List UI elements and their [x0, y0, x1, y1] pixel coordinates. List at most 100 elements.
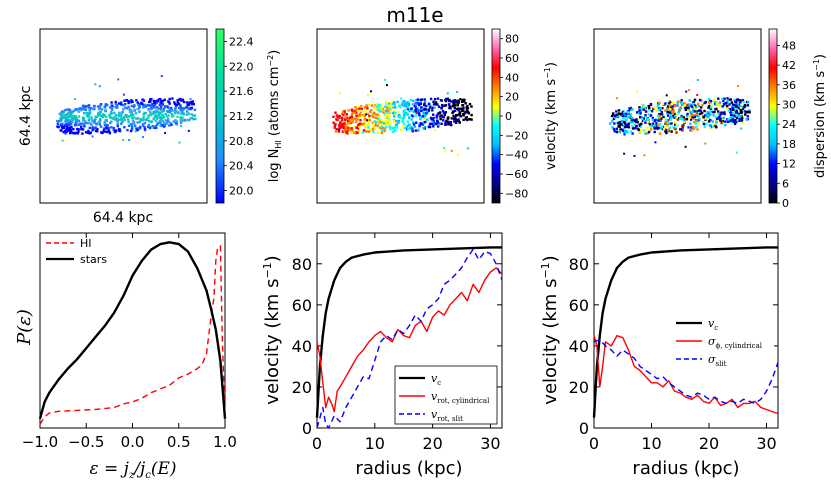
- map-pixel: [93, 119, 96, 122]
- map-pixel: [701, 114, 705, 118]
- map-pixel: [73, 117, 76, 120]
- series-line: [39, 245, 226, 425]
- map-pixel: [351, 111, 354, 114]
- map-pixel: [438, 111, 441, 115]
- map-pixel: [161, 124, 164, 127]
- map-pixel: [427, 109, 431, 112]
- map-pixel: [156, 117, 159, 121]
- map-pixel: [740, 119, 744, 122]
- map-pixel: [620, 123, 623, 126]
- map-pixel: [728, 119, 731, 123]
- map-pixel: [122, 139, 125, 141]
- map-pixel: [174, 111, 177, 115]
- map-pixel: [105, 130, 108, 134]
- map-pixel: [457, 113, 460, 117]
- map-pixel: [454, 117, 457, 121]
- map-pixel: [75, 124, 78, 127]
- map-pixel: [74, 121, 77, 125]
- map-pixel: [115, 129, 118, 132]
- map-pixel: [715, 107, 718, 111]
- map-pixel: [407, 102, 410, 106]
- map-pixel: [112, 117, 115, 120]
- map-pixel: [110, 116, 114, 119]
- map-pixel: [728, 108, 732, 111]
- map-pixel: [185, 113, 188, 116]
- map-pixel: [60, 118, 64, 121]
- map-pixel: [617, 109, 621, 112]
- map-pixel: [642, 105, 646, 108]
- map-pixel: [618, 123, 621, 126]
- map-pixel: [412, 110, 416, 113]
- map-pixel: [392, 106, 395, 109]
- map-pixel: [129, 114, 132, 117]
- map-pixel: [186, 110, 189, 113]
- map-pixel: [147, 114, 150, 117]
- map-pixel: [649, 128, 653, 131]
- map-pixel: [677, 100, 680, 103]
- map-pixel: [710, 103, 713, 107]
- map-pixel: [66, 121, 70, 124]
- map-pixel: [695, 126, 698, 129]
- map-pixel: [468, 102, 472, 106]
- map-pixel: [740, 106, 744, 109]
- map-pixel: [384, 120, 387, 123]
- map-pixel: [81, 132, 84, 135]
- map-pixel: [66, 119, 69, 122]
- map-pixel: [624, 112, 628, 116]
- map-pixel: [739, 105, 742, 108]
- map-pixel: [181, 116, 184, 119]
- map-pixel: [401, 120, 404, 123]
- map-pixel: [453, 120, 456, 123]
- map-pixel: [358, 113, 362, 116]
- map-pixel: [98, 123, 102, 126]
- map-pixel: [187, 107, 190, 111]
- map-pixel: [743, 104, 747, 107]
- map-pixel: [136, 117, 140, 120]
- map-pixel: [401, 103, 404, 106]
- map-pixel: [380, 119, 383, 122]
- map-pixel: [455, 118, 458, 122]
- map-pixel: [684, 108, 688, 112]
- map-pixel: [181, 119, 184, 122]
- map-pixel: [84, 105, 87, 108]
- map-pixel: [359, 109, 363, 112]
- map-pixel: [672, 114, 675, 118]
- map-pixel: [724, 120, 727, 123]
- map-pixel: [189, 117, 192, 120]
- map-pixel: [713, 100, 716, 103]
- map-pixel: [142, 99, 146, 102]
- map-pixel: [67, 119, 71, 122]
- map-pixel: [712, 125, 715, 128]
- map-pixel: [737, 114, 740, 117]
- map-pixel: [403, 126, 406, 129]
- map-pixel: [377, 117, 380, 120]
- map-pixel: [676, 118, 679, 121]
- map-pixel: [450, 149, 453, 152]
- map-pixel: [168, 124, 171, 127]
- map-pixel: [77, 119, 81, 123]
- map-pixel: [697, 122, 700, 125]
- map-pixel: [644, 132, 647, 135]
- map-pixel: [370, 109, 373, 112]
- map-pixel: [717, 97, 720, 100]
- map-pixel: [62, 125, 66, 128]
- map-pixel: [96, 105, 100, 108]
- map-pixel: [654, 141, 657, 144]
- map-pixel: [725, 107, 729, 110]
- map-pixel: [400, 128, 403, 131]
- map-pixel: [456, 107, 459, 111]
- map-pixel: [465, 108, 469, 111]
- map-pixel: [615, 113, 618, 116]
- map-pixel: [707, 120, 711, 123]
- colorbar-tick-label: 48: [782, 39, 796, 52]
- map-pixel: [154, 100, 157, 103]
- map-pixel: [346, 126, 349, 129]
- map-pixel: [385, 101, 388, 104]
- map-pixel: [155, 106, 159, 109]
- map-pixel: [147, 116, 150, 119]
- map-pixel: [153, 101, 156, 104]
- map-pixel: [654, 124, 657, 127]
- map-pixel: [155, 109, 158, 112]
- map-pixel: [166, 115, 169, 118]
- map-pixel: [718, 116, 721, 119]
